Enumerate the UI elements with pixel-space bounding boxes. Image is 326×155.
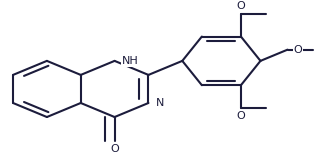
Text: O: O [293, 45, 302, 55]
Text: O: O [110, 144, 119, 154]
Text: O: O [237, 111, 245, 121]
Text: N: N [156, 98, 164, 108]
Text: O: O [237, 1, 245, 11]
Text: NH: NH [122, 56, 139, 66]
